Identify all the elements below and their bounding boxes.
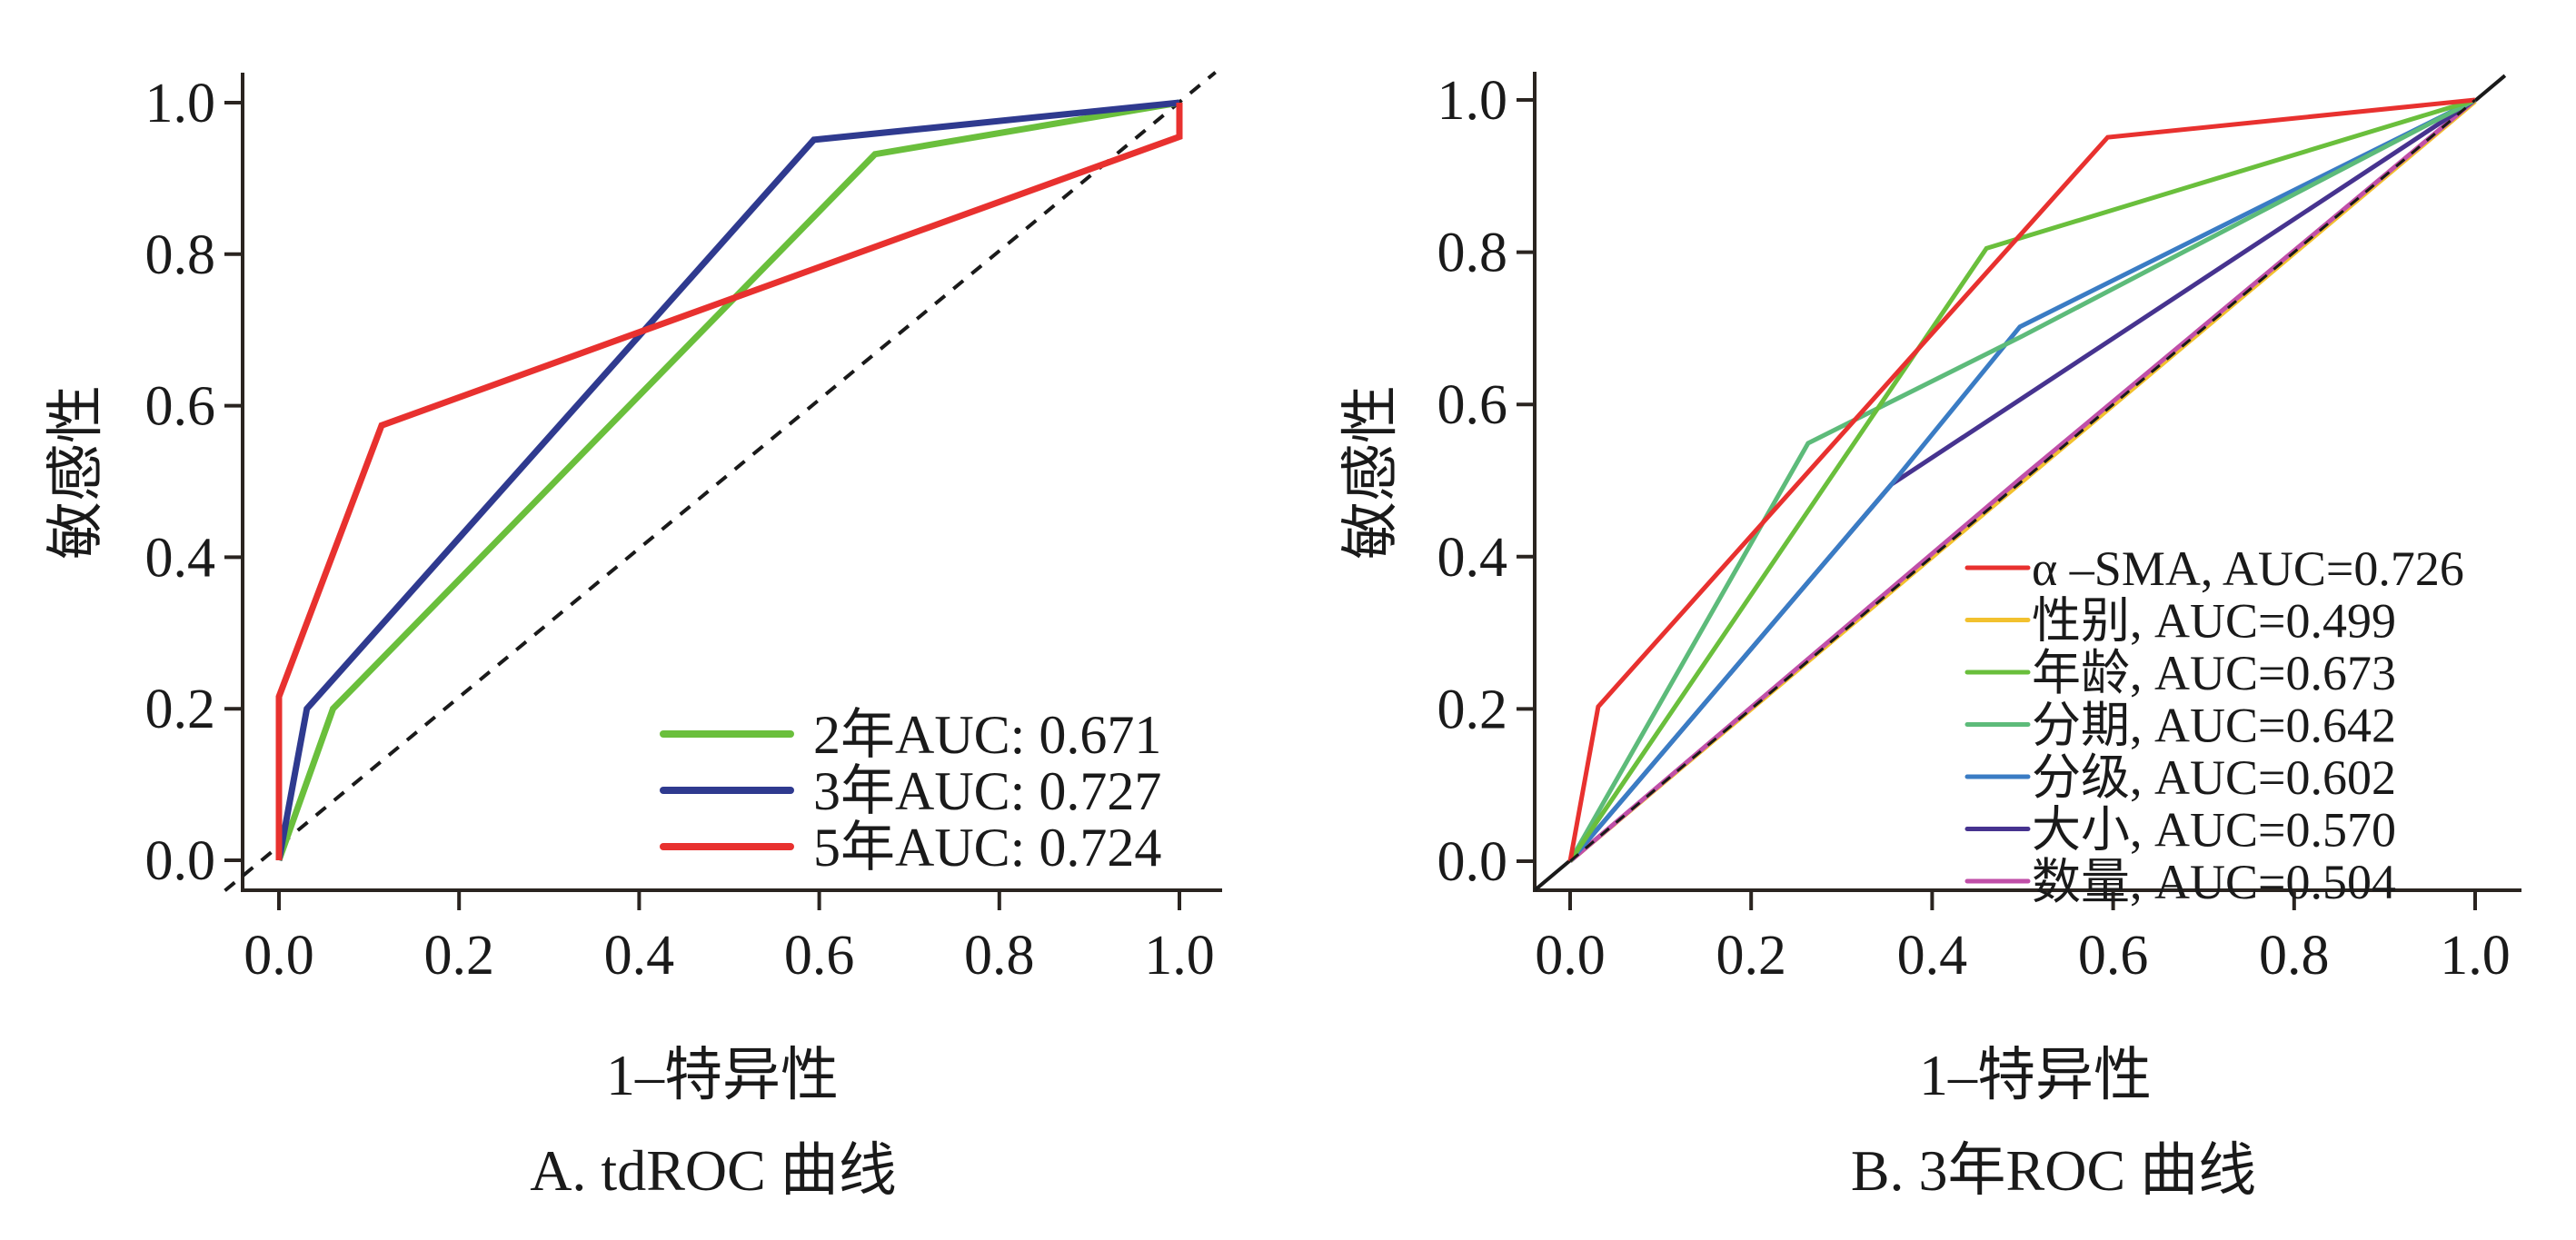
panel-b-series-line-3 bbox=[1567, 97, 2477, 863]
panel-a-x-ticks: 0.0 0.2 0.4 0.6 0.8 1.0 bbox=[244, 890, 1215, 987]
panel-b-x-tick-label: 0.6 bbox=[2078, 925, 2149, 987]
panel-a-legend-label: 3年AUC: 0.727 bbox=[813, 761, 1161, 821]
panel-b-legend-label: 年龄, AUC=0.673 bbox=[2032, 646, 2396, 700]
panel-a-series-line-1 bbox=[275, 99, 1180, 861]
panel-b-legend-label: 大小, AUC=0.570 bbox=[2032, 803, 2396, 858]
panel-a-x-axis-title: 1–特异性 bbox=[606, 1043, 839, 1107]
panel-b-y-tick-label: 0.8 bbox=[1437, 223, 1508, 284]
panel-b-legend-label: 分期, AUC=0.642 bbox=[2032, 699, 2396, 753]
panel-b-x-tick-label: 0.0 bbox=[1535, 925, 1606, 987]
panel-a-x-tick-label: 0.6 bbox=[784, 925, 855, 987]
panel-a-y-tick-label: 0.2 bbox=[145, 679, 216, 740]
panel-b-y-tick-label: 0.4 bbox=[1437, 527, 1508, 589]
panel-a-reference-line bbox=[224, 71, 1217, 892]
panel-a-tdroc: 0.0 0.2 0.4 0.6 0.8 1.0 0.0 0.2 0.4 0.6 0.8 1.0 2年… bbox=[44, 71, 1222, 1203]
panel-b-axes bbox=[1533, 72, 2521, 892]
panel-a-y-tick-label: 0.6 bbox=[145, 376, 216, 438]
panel-a-y-tick-label: 0.0 bbox=[145, 830, 216, 892]
panel-a-x-tick-label: 1.0 bbox=[1144, 925, 1215, 987]
panel-b-series bbox=[1567, 97, 2477, 863]
panel-a-diagonal-reference bbox=[224, 71, 1217, 892]
panel-b-caption: B. 3年ROC 曲线 bbox=[1851, 1138, 2256, 1203]
panel-b-x-tick-label: 0.2 bbox=[1716, 925, 1786, 987]
panel-b-legend-label: 数量, AUC=0.504 bbox=[2032, 855, 2396, 909]
panel-b-y-axis-title: 敏感性 bbox=[1338, 385, 1403, 560]
panel-a-x-tick-label: 0.2 bbox=[423, 925, 494, 987]
panel-b-diagonal-dashed-overlay bbox=[1569, 98, 2476, 863]
panel-a-y-ticks: 0.0 0.2 0.4 0.6 0.8 1.0 bbox=[145, 73, 243, 892]
panel-a-y-tick-label: 0.4 bbox=[145, 527, 216, 589]
panel-b-y-tick-label: 0.0 bbox=[1437, 831, 1508, 893]
panel-a-series bbox=[275, 99, 1183, 862]
panel-a-x-tick-label: 0.4 bbox=[604, 925, 675, 987]
panel-b-series-line-2 bbox=[1567, 97, 2476, 863]
panel-a-x-tick-label: 0.0 bbox=[244, 925, 314, 987]
panel-a-legend-label: 2年AUC: 0.671 bbox=[813, 705, 1161, 765]
panel-b-x-tick-label: 0.4 bbox=[1897, 925, 1968, 987]
panel-a-series-line-2 bbox=[275, 103, 1183, 860]
panel-b-legend-label: 分级, AUC=0.602 bbox=[2032, 750, 2396, 805]
panel-b-x-axis-title: 1–特异性 bbox=[1919, 1043, 2152, 1107]
panel-a-axes bbox=[241, 73, 1222, 892]
panel-b-x-tick-label: 0.8 bbox=[2259, 925, 2330, 987]
panel-b-y-tick-label: 0.6 bbox=[1437, 374, 1508, 436]
panel-a-series-line-0 bbox=[275, 99, 1180, 862]
panel-b-3yr-roc: 0.0 0.2 0.4 0.6 0.8 1.0 0.0 0.2 0.4 0.6 0.8 1.0 α … bbox=[1338, 70, 2521, 1203]
panel-b-y-tick-label: 0.2 bbox=[1437, 679, 1508, 740]
panel-a-y-tick-label: 0.8 bbox=[145, 224, 216, 286]
panel-b-series-line-0 bbox=[1567, 97, 2476, 862]
panel-a-legend-label: 5年AUC: 0.724 bbox=[813, 818, 1161, 878]
panel-a-y-axis-title: 敏感性 bbox=[44, 385, 108, 560]
panel-a-caption: A. tdROC 曲线 bbox=[530, 1138, 897, 1203]
panel-b-legend-label: α –SMA, AUC=0.726 bbox=[2032, 541, 2464, 596]
panel-b-legend-label: 性别, AUC=0.499 bbox=[2032, 594, 2396, 649]
panel-b-x-ticks: 0.0 0.2 0.4 0.6 0.8 1.0 bbox=[1535, 890, 2511, 987]
panel-a-y-tick-label: 1.0 bbox=[145, 73, 216, 134]
panel-b-y-tick-label: 1.0 bbox=[1437, 70, 1508, 132]
panel-a-x-tick-label: 0.8 bbox=[964, 925, 1035, 987]
panel-b-y-ticks: 0.0 0.2 0.4 0.6 0.8 1.0 bbox=[1437, 70, 1535, 893]
panel-b-x-tick-label: 1.0 bbox=[2440, 925, 2511, 987]
panel-b-series-line-4 bbox=[1568, 97, 2477, 863]
